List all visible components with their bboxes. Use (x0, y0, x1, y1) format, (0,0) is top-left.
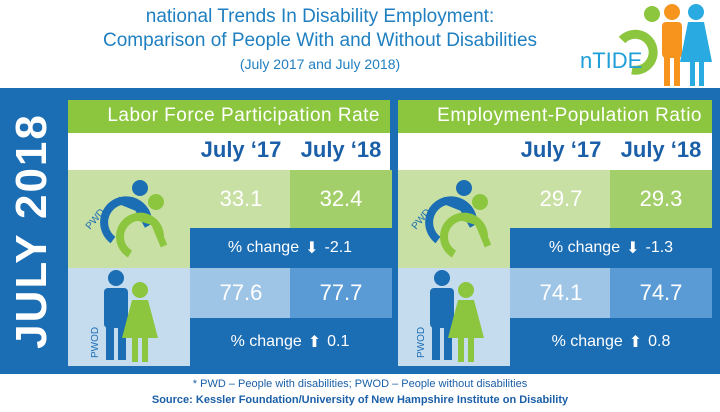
year-header-row: July ‘17 July ‘18 (398, 133, 712, 170)
panel-title: Labor Force Participation Rate (68, 100, 390, 133)
pwod-icon-cell: PWOD (68, 268, 190, 366)
pwod-july18-value: 77.7 (290, 268, 392, 318)
pwd-icon-cell: PWD (68, 170, 190, 268)
arrow-down-icon: ⬇ (305, 240, 319, 257)
pwd-july18-value: 29.3 (610, 170, 712, 228)
panel-employment-population: Employment-Population Ratio July ‘17 Jul… (398, 100, 712, 368)
arrow-up-icon: ⬆ (628, 334, 643, 351)
pwod-icon-cell: PWOD (398, 268, 510, 366)
subtitle: (July 2017 and July 2018) (239, 56, 401, 72)
arrow-down-icon: ⬇ (626, 240, 640, 257)
pwd-july17-value: 29.7 (510, 170, 612, 228)
pwd-icon-cell: PWD (398, 170, 510, 268)
pwod-july17-value: 74.1 (510, 268, 612, 318)
title-line-1: national Trends In Disability Employment… (145, 6, 495, 27)
side-label: JULY 2018 (7, 113, 56, 349)
col-july-17: July ‘17 (200, 137, 282, 162)
pwd-change: % change ⬇ -2.1 (227, 239, 353, 257)
year-header-row: July ‘17 July ‘18 (68, 133, 390, 170)
panel-title: Employment-Population Ratio (398, 100, 712, 133)
pwd-july17-value: 33.1 (190, 170, 292, 228)
col-july-18: July ‘18 (300, 137, 382, 162)
col-july-17: July ‘17 (520, 137, 602, 162)
col-july-18: July ‘18 (620, 137, 702, 162)
title-line-2: Comparison of People With and Without Di… (102, 30, 538, 51)
pwod-july17-value: 77.6 (190, 268, 292, 318)
pwod-change: % change ⬆ 0.1 (230, 333, 350, 351)
arrow-up-icon: ⬆ (307, 334, 322, 351)
logo-text: nTIDE (580, 48, 643, 73)
svg-text:PWOD: PWOD (90, 327, 101, 358)
wheelchair-icon: PWD (410, 180, 492, 258)
pwd-july18-value: 32.4 (290, 170, 392, 228)
pwod-july18-value: 74.7 (610, 268, 712, 318)
panel-labor-force: Labor Force Participation Rate July ‘17 … (68, 100, 392, 368)
pwd-change: % change ⬇ -1.3 (548, 239, 674, 257)
source: Source: Kessler Foundation/University of… (151, 394, 569, 406)
wheelchair-icon: PWD (84, 180, 168, 258)
footnote: * PWD – People with disabilities; PWOD –… (192, 378, 528, 390)
people-icon: PWOD (416, 270, 484, 362)
people-icon: PWOD (90, 270, 158, 362)
pwod-change: % change ⬆ 0.8 (551, 333, 671, 351)
ntide-logo: nTIDE (560, 0, 720, 88)
svg-text:PWOD: PWOD (416, 327, 427, 358)
